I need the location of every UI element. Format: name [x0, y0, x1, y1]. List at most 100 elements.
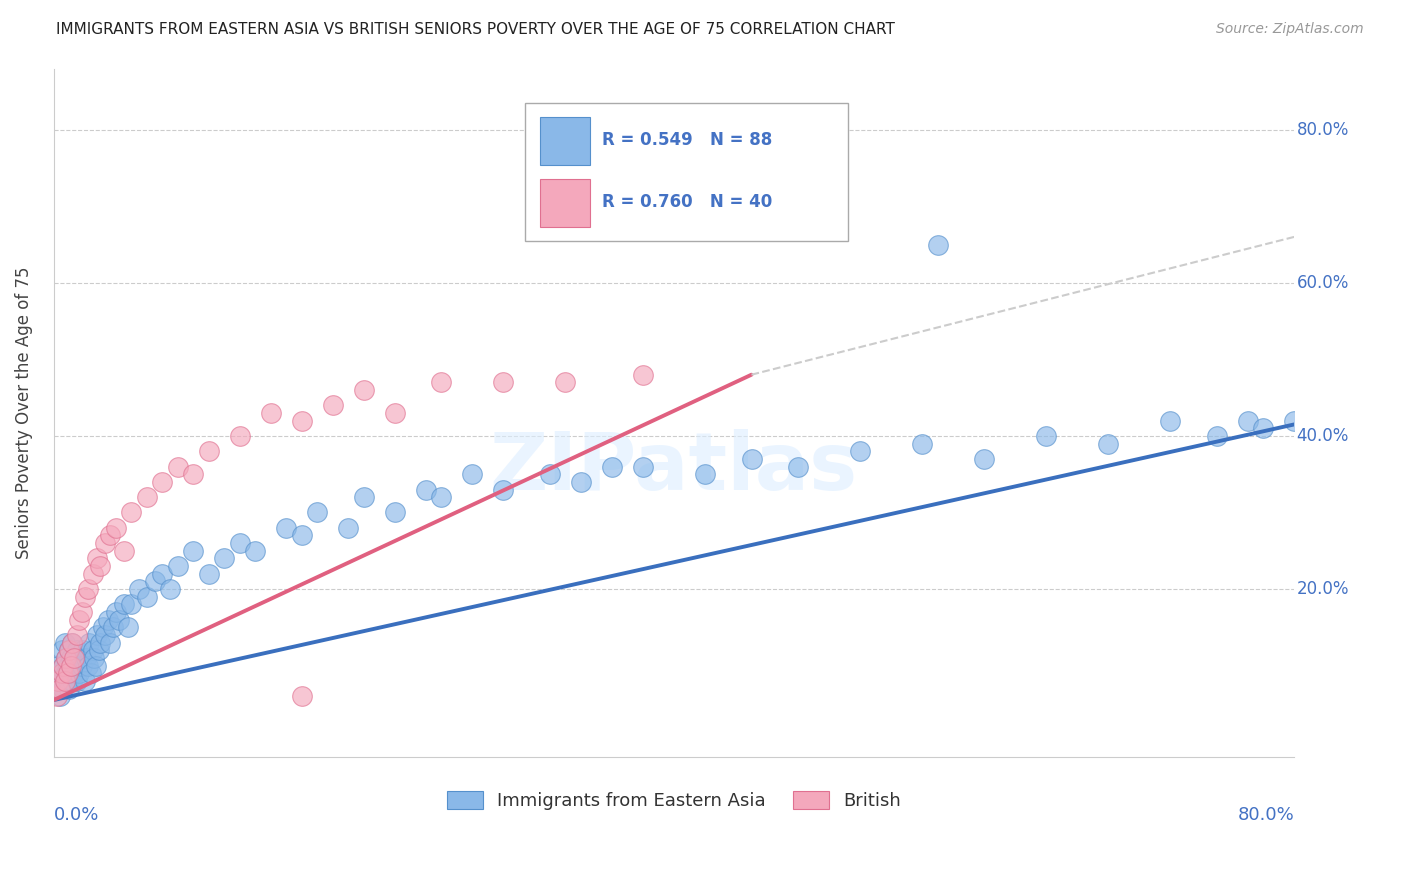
Point [72, 643, 94, 657]
Point [150, 566, 173, 581]
Point [69, 651, 91, 665]
Point [51, 643, 73, 657]
Point [51, 666, 73, 681]
Point [492, 376, 515, 390]
Point [492, 483, 515, 497]
FancyBboxPatch shape [540, 178, 589, 227]
Point [430, 490, 453, 504]
Point [1097, 436, 1119, 450]
Y-axis label: Seniors Poverty Over the Age of 75: Seniors Poverty Over the Age of 75 [15, 267, 32, 559]
Point [94, 536, 117, 550]
Point [70, 605, 93, 619]
Text: 80.0%: 80.0% [1296, 120, 1348, 139]
Text: 0.0%: 0.0% [53, 805, 100, 823]
Legend: Immigrants from Eastern Asia, British: Immigrants from Eastern Asia, British [440, 783, 908, 817]
Point [98, 528, 121, 542]
Point [104, 605, 127, 619]
Point [112, 597, 135, 611]
Point [120, 506, 142, 520]
Point [693, 467, 716, 482]
Point [56, 673, 79, 688]
Text: 60.0%: 60.0% [1296, 274, 1348, 292]
Point [554, 376, 576, 390]
Point [911, 436, 934, 450]
Point [82, 643, 104, 657]
Point [70, 658, 93, 673]
Point [135, 490, 157, 504]
Point [229, 429, 252, 443]
Point [80, 666, 103, 681]
Point [58, 681, 80, 696]
Text: R = 0.549   N = 88: R = 0.549 N = 88 [602, 131, 772, 149]
Point [77, 658, 100, 673]
Point [59, 658, 82, 673]
Point [569, 475, 592, 489]
Point [229, 536, 252, 550]
Point [51, 666, 73, 681]
Point [59, 651, 82, 665]
Point [86, 628, 108, 642]
Point [52, 681, 75, 696]
Point [159, 582, 181, 596]
Point [260, 406, 283, 420]
Point [291, 414, 314, 428]
Point [89, 635, 111, 649]
Point [75, 651, 97, 665]
Point [167, 559, 190, 574]
Point [53, 673, 76, 688]
Point [55, 666, 77, 681]
Point [79, 635, 101, 649]
Point [86, 551, 108, 566]
Point [276, 521, 298, 535]
Point [104, 521, 127, 535]
Point [55, 651, 77, 665]
Point [353, 490, 375, 504]
Point [53, 673, 76, 688]
Point [49, 681, 72, 696]
Point [84, 658, 107, 673]
Point [67, 658, 90, 673]
Point [322, 398, 344, 412]
Point [52, 658, 75, 673]
Point [538, 467, 561, 482]
Text: 40.0%: 40.0% [1296, 427, 1348, 445]
Point [67, 666, 90, 681]
Point [94, 628, 117, 642]
Point [82, 566, 104, 581]
Point [62, 635, 84, 649]
Point [120, 597, 142, 611]
Point [384, 406, 406, 420]
Point [600, 459, 623, 474]
Point [73, 673, 96, 688]
Point [461, 467, 484, 482]
Point [62, 673, 84, 688]
Text: ZIPatlas: ZIPatlas [489, 429, 858, 507]
FancyBboxPatch shape [540, 117, 589, 165]
Point [631, 368, 654, 382]
Point [307, 506, 329, 520]
Point [45, 689, 67, 703]
Text: 20.0%: 20.0% [1296, 580, 1350, 598]
Point [67, 613, 90, 627]
Point [198, 566, 221, 581]
Point [59, 666, 82, 681]
Point [927, 237, 949, 252]
Point [740, 451, 762, 466]
Point [973, 451, 995, 466]
Text: Source: ZipAtlas.com: Source: ZipAtlas.com [1216, 22, 1364, 37]
Point [849, 444, 872, 458]
Point [353, 383, 375, 397]
Point [45, 673, 67, 688]
Point [214, 551, 236, 566]
Point [63, 666, 86, 681]
Point [183, 543, 205, 558]
Point [97, 613, 120, 627]
Point [1282, 414, 1305, 428]
Point [198, 444, 221, 458]
Point [56, 658, 79, 673]
Point [66, 628, 89, 642]
Point [1236, 414, 1258, 428]
Point [415, 483, 437, 497]
Point [62, 635, 84, 649]
Point [101, 620, 124, 634]
